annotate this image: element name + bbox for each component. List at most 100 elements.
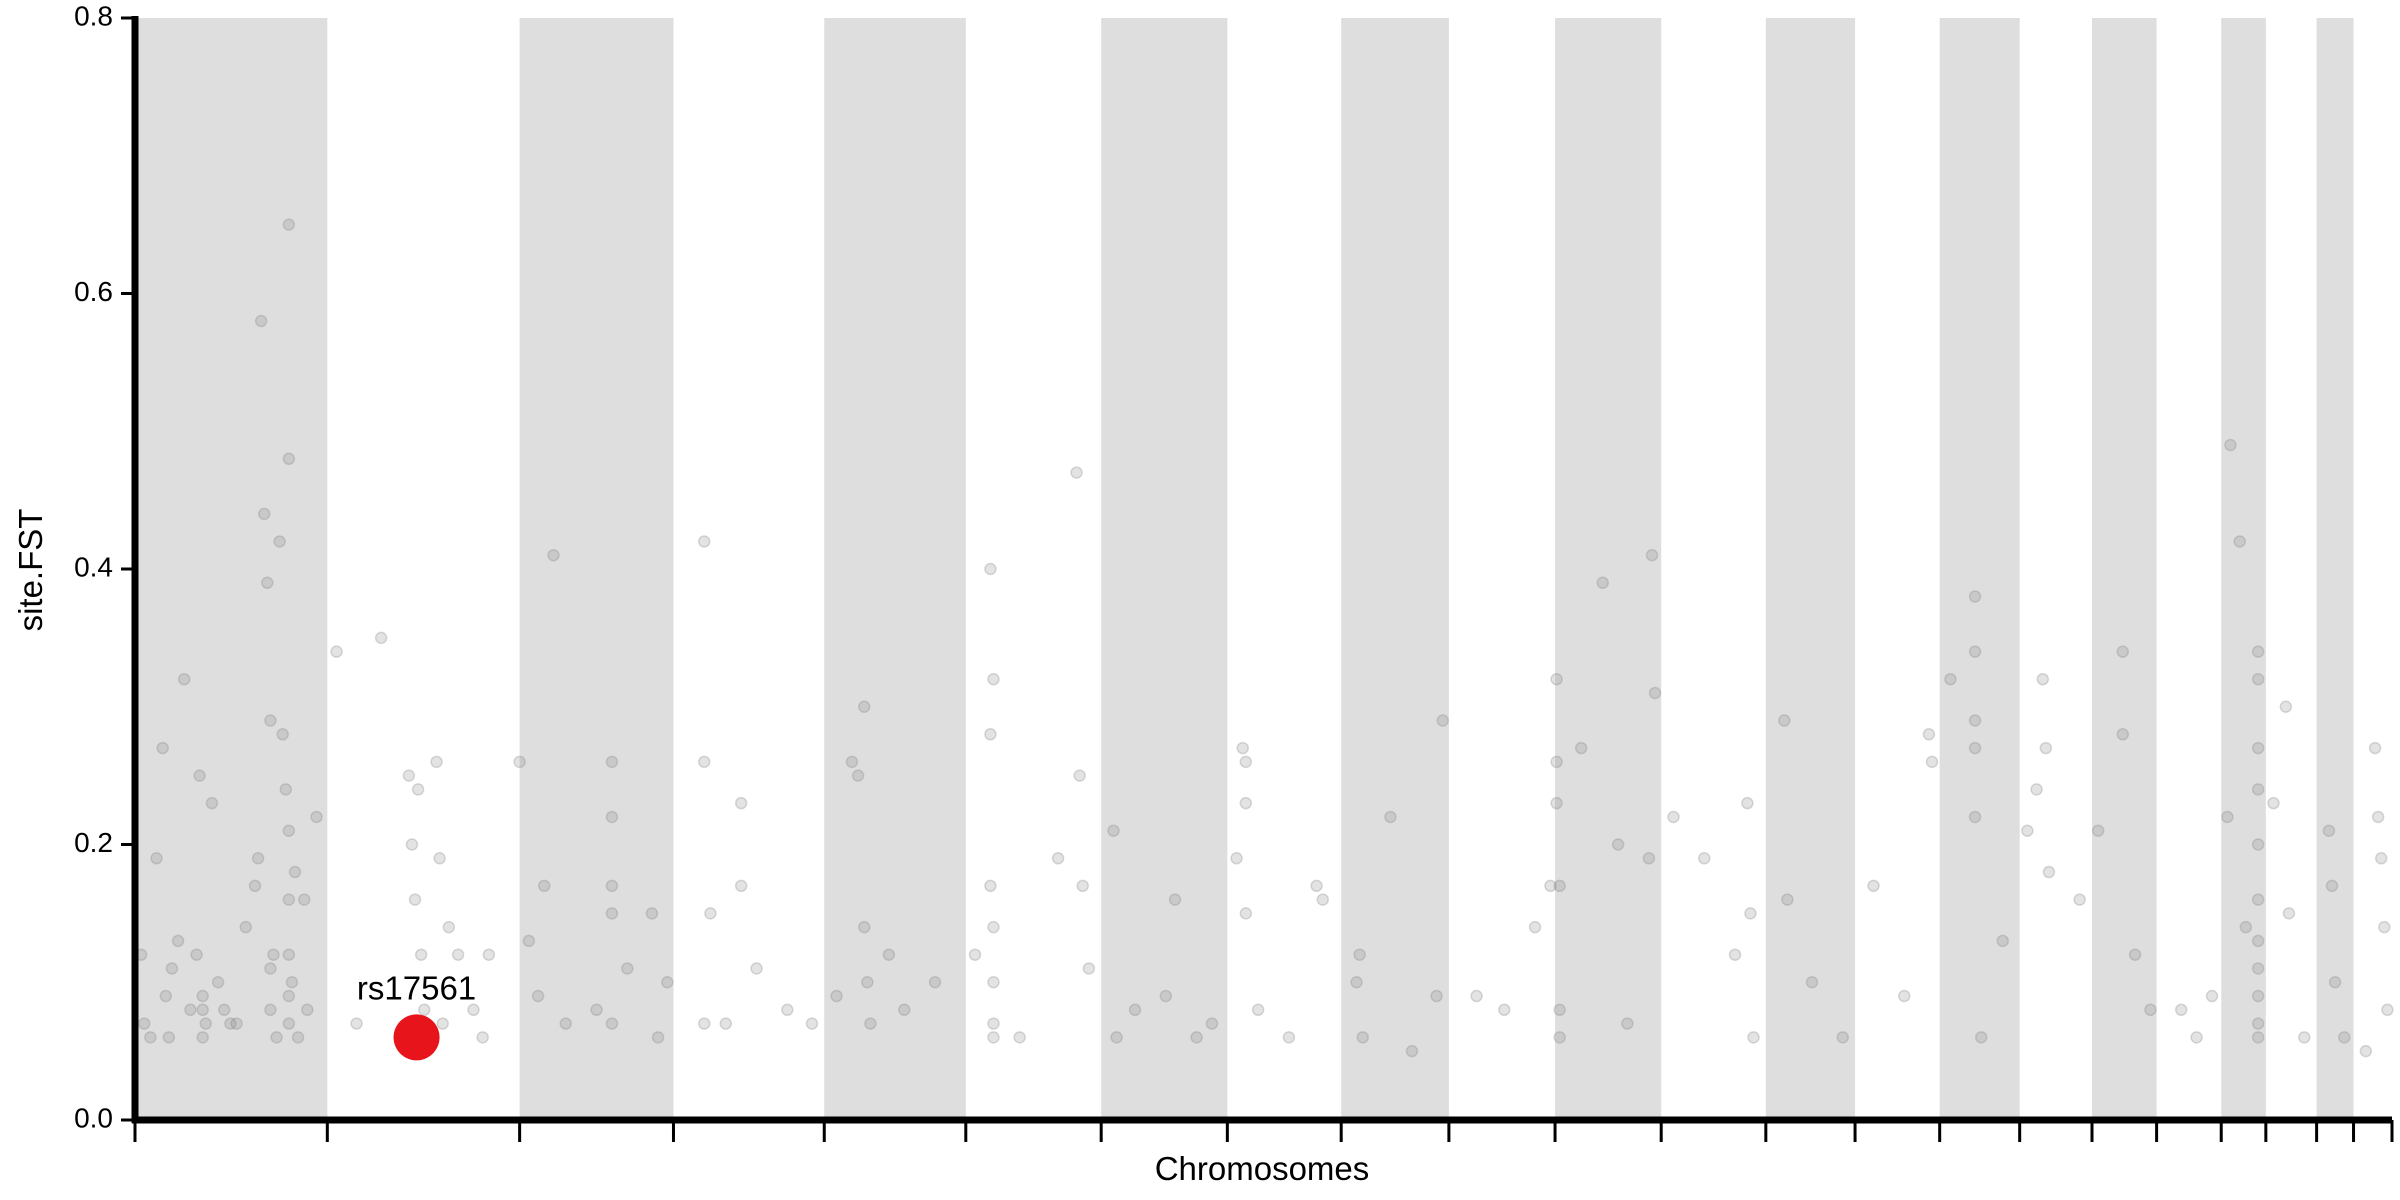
point — [1082, 962, 1096, 975]
point — [864, 1017, 877, 1030]
point — [2030, 783, 2043, 796]
axes: 0.0 0.2 0.4 0.6 0.8 — [74, 0, 2394, 1142]
point — [547, 548, 560, 562]
points: rs17561 — [134, 218, 2394, 1061]
y-tick-label: 0.6 — [74, 276, 113, 307]
point — [2251, 645, 2265, 658]
point — [297, 893, 311, 906]
point — [230, 1017, 243, 1030]
point — [1239, 907, 1253, 920]
point — [482, 948, 496, 961]
point — [467, 1003, 480, 1017]
point — [1544, 879, 1557, 893]
point — [1944, 672, 1957, 686]
point — [350, 1017, 363, 1030]
point — [1805, 976, 1819, 989]
point — [144, 1031, 157, 1044]
point — [1574, 741, 1588, 755]
point — [476, 1031, 489, 1044]
point — [781, 1003, 794, 1017]
chromosome-band — [1341, 18, 1449, 1120]
point — [1353, 948, 1366, 961]
point — [282, 824, 296, 837]
point — [661, 976, 674, 989]
point — [1282, 1031, 1296, 1044]
point — [1968, 714, 1982, 727]
point — [651, 1031, 665, 1044]
point — [2174, 1003, 2188, 1017]
point — [282, 948, 296, 961]
point — [734, 796, 748, 810]
point — [137, 1017, 151, 1030]
point — [171, 934, 185, 948]
point — [1728, 948, 1742, 961]
point — [2251, 1031, 2265, 1044]
point — [282, 218, 296, 231]
point — [2239, 920, 2253, 934]
point — [2205, 989, 2219, 1003]
point — [1747, 1031, 1760, 1044]
point — [2381, 1003, 2394, 1017]
point — [2371, 810, 2385, 824]
point — [928, 976, 942, 989]
point — [1553, 1031, 1566, 1044]
point — [239, 920, 253, 934]
point — [1553, 879, 1566, 893]
y-tick-label: 0.8 — [74, 0, 113, 31]
point — [264, 962, 277, 975]
chromosome-band — [824, 18, 966, 1120]
point — [1611, 838, 1625, 851]
point — [2251, 989, 2265, 1003]
point — [251, 852, 265, 865]
point — [2251, 838, 2265, 851]
point — [1553, 1003, 1566, 1017]
chromosome-band — [1765, 18, 1856, 1120]
point — [2190, 1031, 2203, 1044]
point — [1356, 1031, 1369, 1044]
point — [1190, 1031, 1203, 1044]
point — [282, 989, 296, 1003]
point — [190, 948, 203, 961]
point — [750, 962, 763, 975]
point — [279, 783, 293, 796]
point — [330, 645, 343, 658]
point — [1645, 548, 1659, 562]
point — [217, 1003, 231, 1017]
point — [698, 1017, 711, 1030]
point — [2322, 824, 2336, 837]
point — [205, 796, 219, 810]
point — [1996, 934, 2010, 948]
point — [199, 1017, 213, 1030]
point — [211, 976, 225, 989]
chromosome-band — [2091, 18, 2157, 1120]
point — [559, 1017, 573, 1030]
highlight-point — [393, 1014, 440, 1061]
point — [184, 1003, 197, 1017]
point — [1230, 852, 1243, 865]
point — [1968, 645, 1982, 658]
point — [845, 755, 859, 769]
point — [2233, 535, 2246, 548]
point — [1110, 1031, 1123, 1044]
point — [261, 576, 274, 590]
point — [537, 879, 551, 893]
point — [2073, 893, 2086, 906]
chromosome-band — [2221, 18, 2266, 1120]
point — [513, 755, 526, 769]
point — [408, 893, 422, 906]
point — [1310, 879, 1323, 893]
point — [1648, 686, 1662, 700]
point — [1698, 852, 1711, 865]
point — [987, 976, 1000, 989]
point — [1205, 1017, 1219, 1030]
point — [196, 1003, 209, 1017]
point — [1667, 810, 1680, 824]
point — [264, 714, 277, 727]
chromosome-band — [2316, 18, 2354, 1120]
point — [285, 976, 299, 989]
point — [270, 1031, 283, 1044]
point — [310, 810, 323, 824]
point — [1236, 741, 1249, 755]
point — [430, 755, 443, 769]
point — [2224, 438, 2237, 452]
